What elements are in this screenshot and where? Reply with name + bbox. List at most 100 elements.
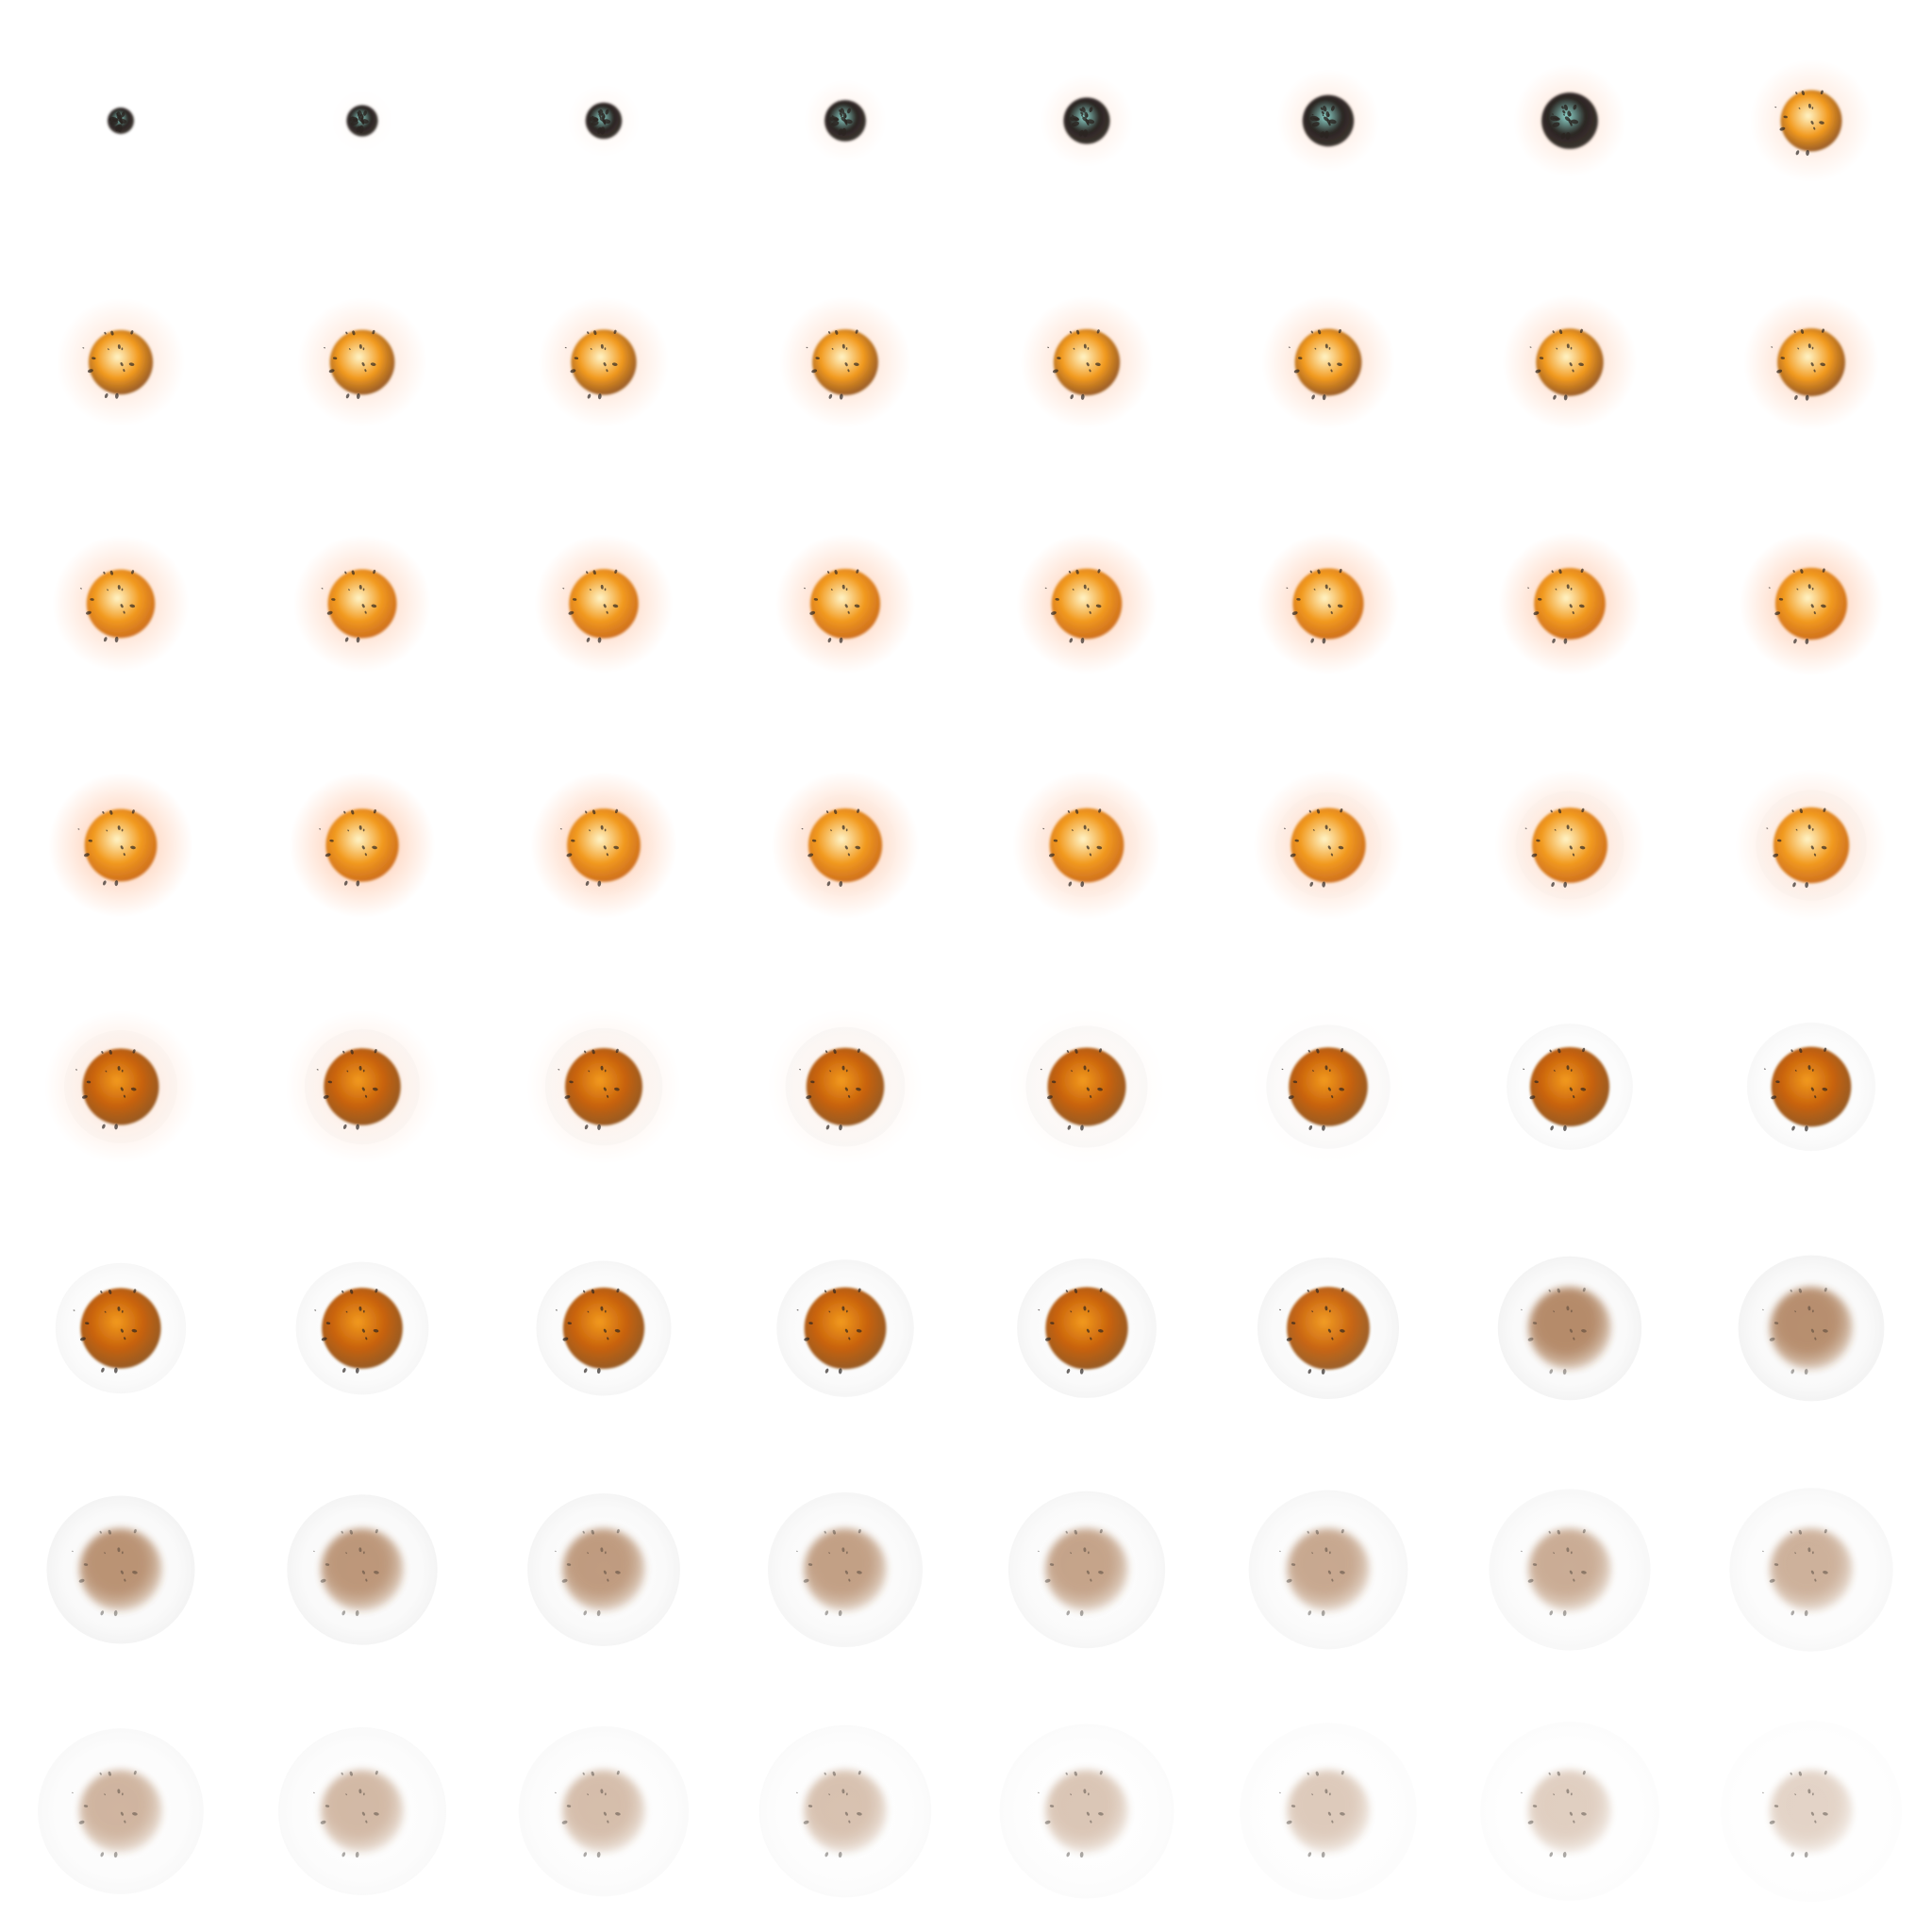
- debris-fragment: [1066, 1368, 1071, 1374]
- fireball-core: [804, 1287, 887, 1370]
- debris-fragment: [599, 117, 606, 123]
- debris-fragment: [844, 1570, 848, 1574]
- debris-fragment: [1566, 824, 1570, 830]
- debris-fragment: [77, 828, 80, 830]
- debris-fragment: [1566, 584, 1570, 590]
- debris-fragment: [1807, 103, 1811, 108]
- debris-fragment: [117, 124, 123, 132]
- debris-fragment: [1080, 111, 1084, 116]
- debris-fragment: [1790, 1610, 1795, 1616]
- debris-fragment: [848, 1820, 851, 1824]
- explosion-frame: [483, 1449, 724, 1690]
- debris-fragment: [616, 1528, 620, 1534]
- debris-fragment: [570, 369, 576, 374]
- debris-fragment: [1311, 114, 1314, 116]
- debris-fragment: [1801, 91, 1805, 95]
- fireball-core: [1528, 1770, 1611, 1853]
- debris-fragment: [344, 571, 347, 575]
- fireball-core: [1287, 1770, 1370, 1853]
- debris-fragment: [85, 610, 92, 615]
- debris-fragment: [590, 348, 592, 350]
- debris-fragment: [1323, 106, 1327, 112]
- debris-fragment: [1324, 1306, 1328, 1311]
- debris-fragment: [1286, 1578, 1292, 1583]
- explosion-frame: [1690, 1690, 1932, 1932]
- debris-fragment: [827, 637, 832, 643]
- debris-fragment: [1078, 129, 1084, 137]
- debris-fragment: [600, 126, 606, 135]
- debris-fragment: [1082, 116, 1088, 122]
- debris-fragment: [1317, 329, 1322, 335]
- debris-fragment: [1806, 150, 1809, 157]
- debris-fragment: [604, 828, 607, 832]
- debris-fragment: [1294, 839, 1299, 842]
- debris-fragment: [832, 1771, 836, 1776]
- debris-fragment: [1337, 362, 1342, 367]
- debris-fragment: [108, 1049, 112, 1055]
- debris-fragment: [1068, 881, 1073, 887]
- debris-fragment: [1071, 829, 1074, 831]
- debris-fragment: [1557, 1048, 1561, 1054]
- debris-fragment: [1296, 597, 1301, 601]
- debris-fragment: [855, 329, 858, 334]
- debris-fragment: [567, 1322, 572, 1324]
- debris-fragment: [321, 1337, 327, 1341]
- debris-fragment: [132, 1571, 138, 1574]
- debris-fragment: [824, 1290, 827, 1293]
- debris-fragment: [1052, 369, 1058, 374]
- debris-fragment: [121, 1309, 124, 1313]
- debris-fragment: [1553, 1793, 1556, 1796]
- debris-fragment: [372, 1087, 378, 1091]
- debris-fragment: [1321, 1368, 1325, 1375]
- debris-fragment: [1824, 1528, 1827, 1534]
- debris-fragment: [352, 330, 356, 336]
- debris-fragment: [1761, 1791, 1764, 1794]
- debris-fragment: [1278, 1550, 1281, 1553]
- debris-fragment: [809, 610, 816, 615]
- debris-fragment: [113, 1610, 118, 1617]
- debris-fragment: [604, 1792, 607, 1796]
- debris-fragment: [1097, 569, 1101, 574]
- debris-fragment: [1291, 1805, 1296, 1807]
- debris-fragment: [1569, 1570, 1573, 1574]
- debris-fragment: [824, 1772, 826, 1775]
- debris-fragment: [1079, 1610, 1084, 1617]
- debris-fragment: [103, 637, 108, 642]
- debris-fragment: [824, 1530, 826, 1534]
- debris-fragment: [1552, 113, 1554, 115]
- debris-fragment: [603, 362, 607, 367]
- debris-fragment: [1768, 587, 1771, 589]
- debris-fragment: [347, 829, 350, 832]
- debris-fragment: [71, 1550, 74, 1553]
- debris-fragment: [845, 588, 848, 591]
- debris-fragment: [1037, 1791, 1040, 1794]
- debris-fragment: [854, 604, 860, 608]
- debris-fragment: [364, 369, 367, 373]
- debris-fragment: [1298, 357, 1303, 359]
- debris-fragment: [105, 1070, 108, 1073]
- debris-fragment: [572, 598, 577, 601]
- fireball-core: [1049, 808, 1124, 883]
- debris-fragment: [1822, 568, 1825, 573]
- debris-fragment: [124, 1820, 126, 1824]
- debris-fragment: [1082, 129, 1088, 138]
- debris-fragment: [845, 828, 848, 832]
- debris-fragment: [1774, 1322, 1779, 1324]
- debris-fragment: [1527, 1337, 1534, 1341]
- debris-fragment: [1324, 584, 1328, 590]
- fireball-core: [1777, 328, 1845, 396]
- debris-fragment: [121, 1069, 124, 1073]
- debris-fragment: [1529, 1095, 1536, 1100]
- debris-fragment: [597, 637, 602, 643]
- debris-fragment: [614, 1328, 621, 1333]
- debris-fragment: [1563, 881, 1568, 888]
- debris-fragment: [1554, 828, 1557, 831]
- debris-fragment: [831, 347, 834, 350]
- debris-fragment: [847, 369, 850, 373]
- explosion-frame: [966, 1449, 1208, 1690]
- debris-fragment: [1569, 362, 1573, 367]
- debris-fragment: [1553, 1070, 1556, 1072]
- debris-fragment: [375, 1289, 378, 1293]
- debris-fragment: [1322, 394, 1326, 401]
- debris-fragment: [1562, 109, 1566, 114]
